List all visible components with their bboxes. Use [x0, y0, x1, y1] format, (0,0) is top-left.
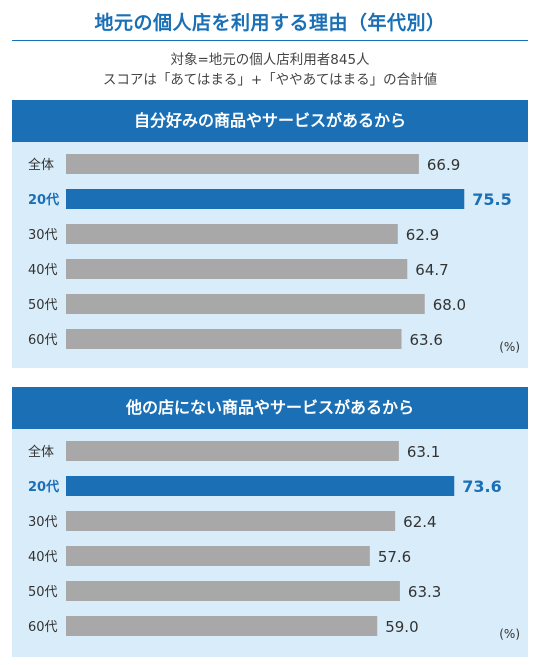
chart-1-svg: 全体 66.9 20代 75.5 30代 62.9 40代 64.7 50代 68.0 60代 63.…	[28, 154, 520, 354]
bar-2-0	[66, 441, 399, 461]
value-label: 73.6	[462, 477, 501, 496]
value-label: 62.4	[403, 513, 436, 531]
unit-label: (%)	[499, 340, 520, 354]
value-label: 63.6	[409, 331, 442, 349]
title-divider	[12, 40, 528, 41]
bar-2-3	[66, 546, 370, 566]
subtitle-target: 対象=地元の個人店利用者845人	[170, 52, 370, 68]
category-label: 全体	[28, 444, 54, 460]
bar-1-1	[66, 189, 465, 209]
page-title: 地元の個人店を利用する理由（年代別）	[94, 12, 446, 34]
category-label: 20代	[28, 479, 59, 495]
bar-2-1	[66, 476, 455, 496]
category-label: 60代	[28, 620, 58, 635]
category-label: 30代	[28, 228, 58, 243]
bar-2-5	[66, 616, 378, 636]
bar-1-5	[66, 329, 402, 349]
unit-label: (%)	[499, 627, 520, 641]
value-label: 59.0	[385, 618, 418, 636]
category-label: 全体	[28, 157, 54, 173]
chart-panel-1: 自分好みの商品やサービスがあるから 全体 66.9 20代 75.5 30代 62.9 40…	[12, 100, 528, 368]
value-label: 62.9	[406, 226, 439, 244]
category-label: 50代	[28, 298, 58, 313]
value-label: 63.1	[407, 443, 440, 461]
bar-2-4	[66, 581, 400, 601]
chart-panel-2-title: 他の店にない商品やサービスがあるから	[12, 387, 528, 429]
chart-panel-1-title: 自分好みの商品やサービスがあるから	[12, 100, 528, 142]
category-label: 20代	[28, 192, 59, 208]
value-label: 66.9	[427, 156, 460, 174]
subtitle-score-note: スコアは「あてはまる」+「ややあてはまる」の合計値	[102, 72, 438, 88]
bar-1-3	[66, 259, 408, 279]
bar-2-2	[66, 511, 396, 531]
value-label: 57.6	[378, 548, 411, 566]
chart-2-svg: 全体 63.1 20代 73.6 30代 62.4 40代 57.6 50代 63.3 60代 59.…	[28, 441, 520, 641]
category-label: 30代	[28, 515, 58, 530]
category-label: 40代	[28, 263, 58, 278]
bar-1-0	[66, 154, 419, 174]
chart-panel-2: 他の店にない商品やサービスがあるから 全体 63.1 20代 73.6 30代 62.4 4…	[12, 387, 528, 657]
category-label: 40代	[28, 550, 58, 565]
bar-1-4	[66, 294, 425, 314]
category-label: 60代	[28, 333, 58, 348]
value-label: 63.3	[408, 583, 441, 601]
value-label: 68.0	[433, 296, 466, 314]
value-label: 75.5	[472, 190, 511, 209]
category-label: 50代	[28, 585, 58, 600]
value-label: 64.7	[415, 261, 448, 279]
bar-1-2	[66, 224, 398, 244]
